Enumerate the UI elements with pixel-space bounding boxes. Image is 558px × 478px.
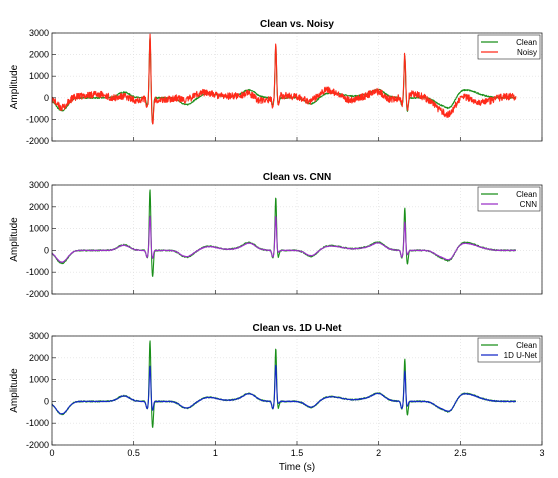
- series-line-unet: [51, 364, 517, 415]
- legend-box: [477, 186, 541, 212]
- legend-label: Noisy: [517, 48, 537, 57]
- legend-label: CNN: [520, 200, 538, 209]
- legend-box: [477, 337, 541, 363]
- y-axis-label: Amplitude: [9, 64, 20, 109]
- y-tick-label: 0: [44, 245, 49, 255]
- x-tick-label: 0.5: [127, 448, 140, 458]
- series-line-noisy: [51, 33, 517, 125]
- panel-clean-vs-cnn: Clean vs. CNN 3000 2000 1000 0 -1000 -2000 Am…: [9, 172, 543, 299]
- x-tick-label: 1: [213, 448, 218, 458]
- y-tick-label: 3000: [29, 28, 49, 38]
- y-tick-label: 0: [44, 93, 49, 103]
- y-tick-label: 2000: [29, 50, 49, 60]
- y-tick-label: -2000: [26, 440, 49, 450]
- legend-label: Clean: [516, 341, 537, 350]
- y-tick-label: 2000: [29, 202, 49, 212]
- series-line-clean: [51, 189, 517, 277]
- y-tick-label: 1000: [29, 375, 49, 385]
- y-tick-label: 1000: [29, 71, 49, 81]
- chart-title: Clean vs. 1D U-Net: [253, 323, 343, 334]
- panel-clean-vs-unet: Clean vs. 1D U-Net 3000 2000 1000 0 -1000 -20…: [9, 323, 545, 473]
- x-tick-label: 0: [49, 448, 54, 458]
- y-tick-label: 3000: [29, 180, 49, 190]
- y-tick-label: 2000: [29, 353, 49, 363]
- y-tick-label: -1000: [26, 418, 49, 428]
- y-tick-label: -1000: [26, 114, 49, 124]
- y-tick-label: 1000: [29, 224, 49, 234]
- panel-clean-vs-noisy: Clean vs. Noisy 3000200010000-1000-2000 …: [9, 19, 543, 146]
- legend-label: Clean: [516, 38, 537, 47]
- legend-label: 1D U-Net: [504, 351, 538, 360]
- legend-box: [477, 34, 541, 60]
- y-tick-label: -2000: [26, 136, 49, 146]
- series-line-cnn: [51, 215, 517, 263]
- x-tick-label: 2.5: [454, 448, 467, 458]
- y-tick-label: -2000: [26, 289, 49, 299]
- y-tick-label: 0: [44, 396, 49, 406]
- y-axis-label: Amplitude: [9, 217, 20, 262]
- x-axis-label: Time (s): [279, 462, 315, 473]
- chart-title: Clean vs. CNN: [263, 172, 331, 183]
- x-tick-label: 3: [539, 448, 544, 458]
- y-tick-label: 3000: [29, 331, 49, 341]
- y-axis-label: Amplitude: [9, 368, 20, 413]
- series-line-clean: [51, 37, 517, 125]
- series-line-clean: [51, 340, 517, 428]
- y-tick-label: -1000: [26, 267, 49, 277]
- legend-label: Clean: [516, 190, 537, 199]
- x-tick-label: 2: [376, 448, 381, 458]
- chart-title: Clean vs. Noisy: [260, 19, 334, 30]
- x-tick-label: 1.5: [291, 448, 304, 458]
